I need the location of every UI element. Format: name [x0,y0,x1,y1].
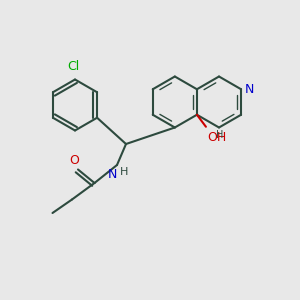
Text: H: H [120,167,129,177]
Text: H: H [216,130,224,140]
Text: Cl: Cl [68,61,80,74]
Text: OH: OH [207,131,227,144]
Text: O: O [70,154,79,167]
Text: N: N [245,83,254,96]
Text: N: N [108,168,117,181]
